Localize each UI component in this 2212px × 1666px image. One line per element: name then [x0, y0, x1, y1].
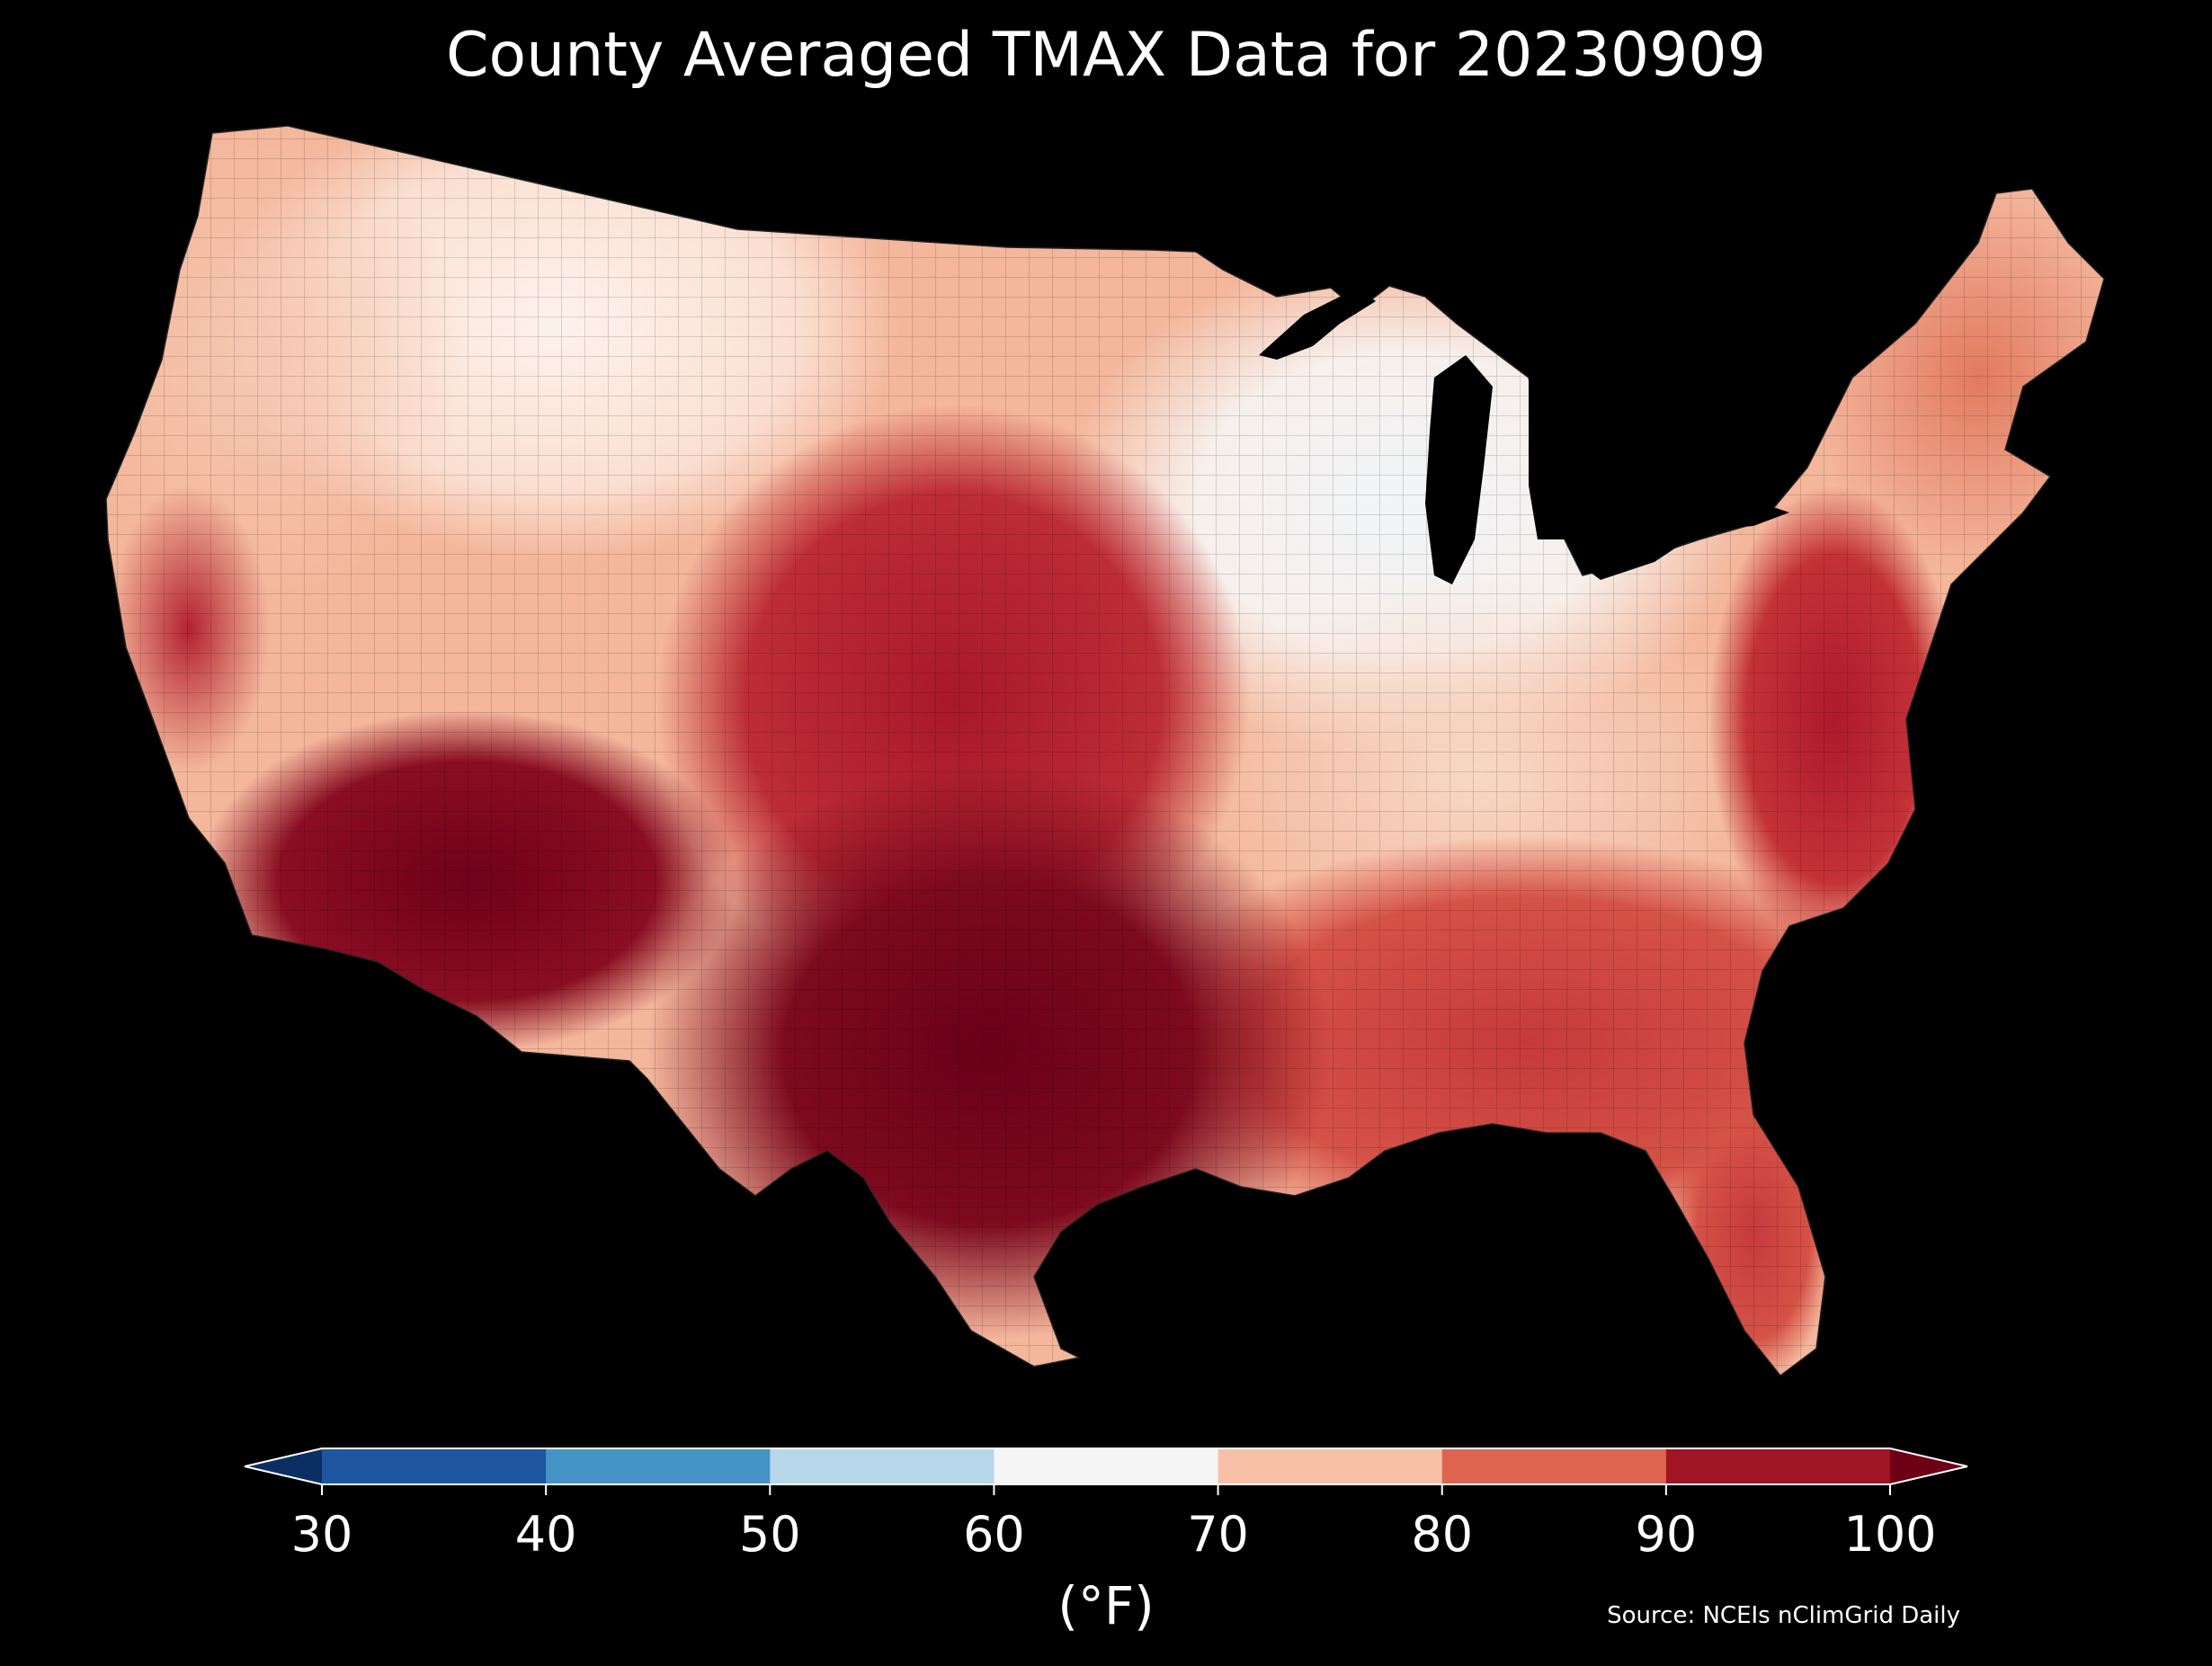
colorbar-tick-80: 80 [1411, 1506, 1474, 1563]
colorbar-tick-30: 30 [290, 1506, 353, 1563]
lake-michigan [1425, 355, 1493, 584]
lake-ontario [1713, 503, 1789, 529]
colorbar-tick-50: 50 [738, 1506, 801, 1563]
colorbar-bin-90-100 [1665, 1448, 1891, 1484]
colorbar-over-arrow [1890, 1448, 1967, 1484]
lake-huron [1529, 378, 1583, 539]
colorbar-tick-70: 70 [1187, 1506, 1249, 1563]
colorbar [244, 1448, 1968, 1495]
lake-erie [1583, 539, 1681, 580]
colorbar-bin-40-50 [546, 1448, 771, 1484]
lake-superior [1259, 288, 1376, 360]
colorbar-bin-60-70 [994, 1448, 1219, 1484]
colorbar-bin-80-90 [1441, 1448, 1667, 1484]
source-credit: Source: NCEIs nClimGrid Daily [1607, 1602, 1960, 1629]
map-title: County Averaged TMAX Data for 20230909 [446, 20, 1766, 91]
colorbar-tick-60: 60 [963, 1506, 1025, 1563]
colorbar-bin-30-40 [322, 1448, 547, 1484]
colorbar-unit-label: (°F) [1057, 1575, 1155, 1636]
colorbar-under-arrow [245, 1448, 322, 1484]
colorbar-tick-100: 100 [1843, 1506, 1937, 1563]
great-lakes [1259, 288, 1789, 584]
colorbar-tick-90: 90 [1635, 1506, 1698, 1563]
colorbar-bin-50-60 [770, 1448, 995, 1484]
colorbar-tick-40: 40 [514, 1506, 577, 1563]
colorbar-bin-70-80 [1217, 1448, 1443, 1484]
